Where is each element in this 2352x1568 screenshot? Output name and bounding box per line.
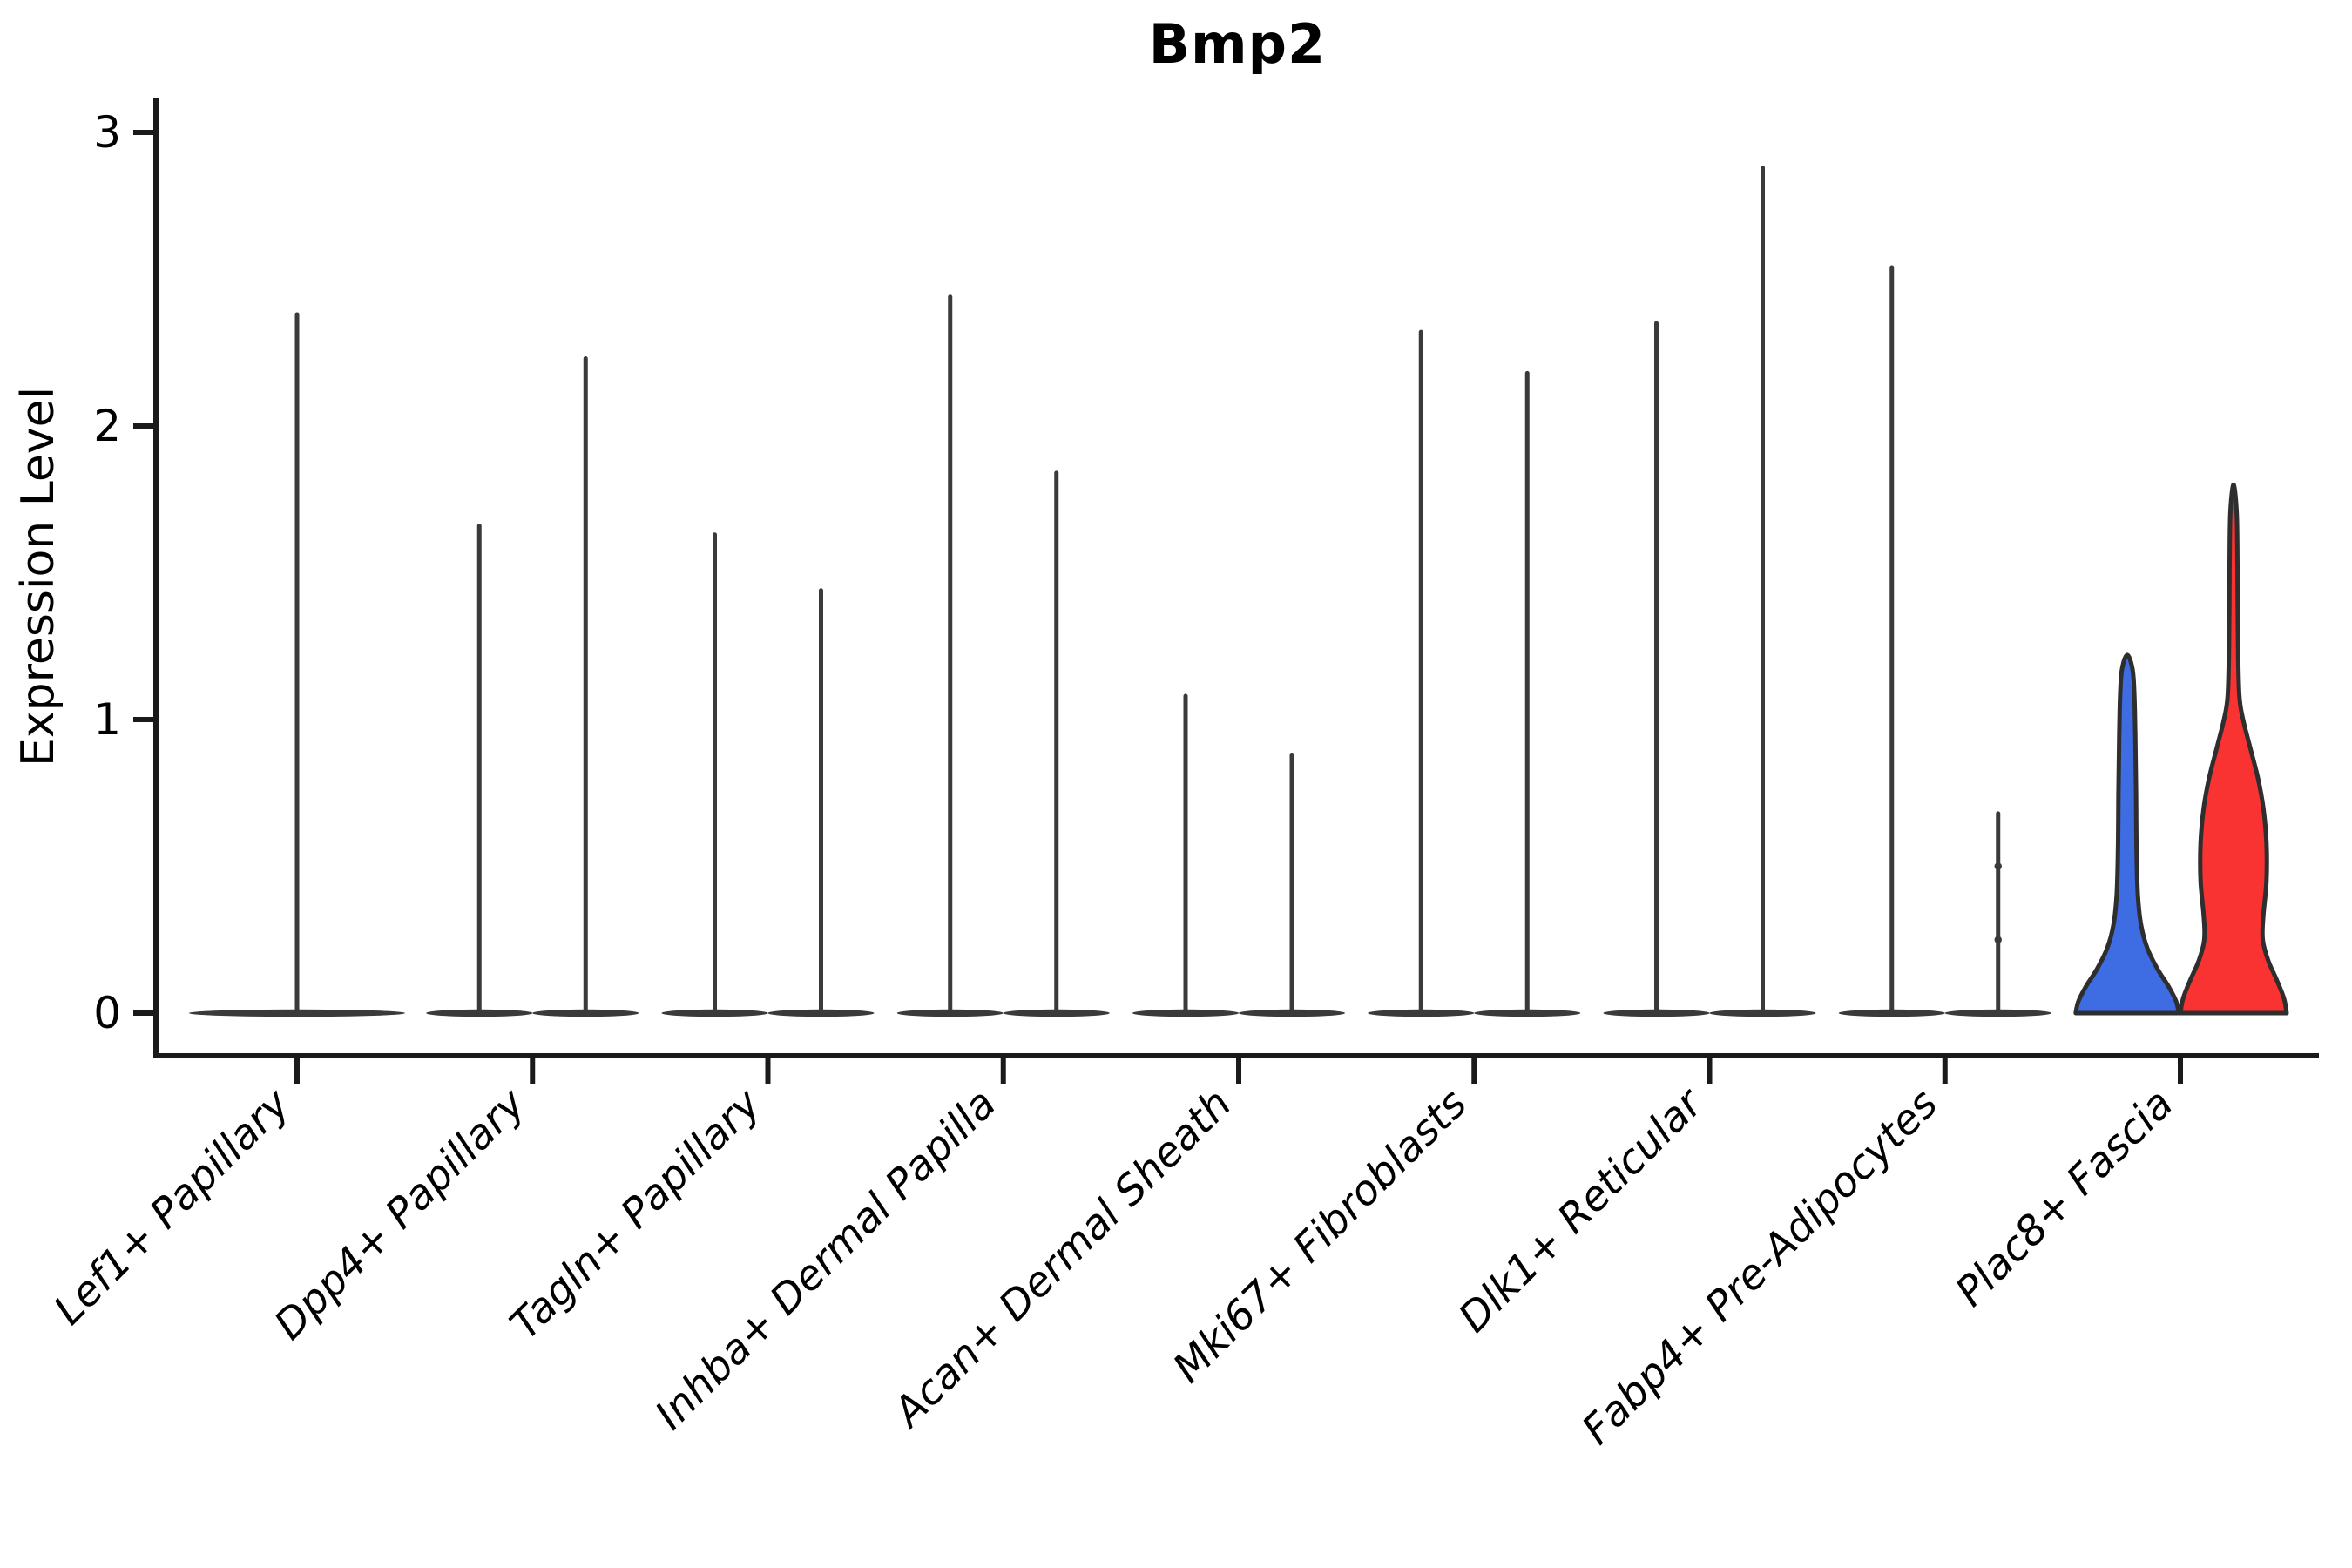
violin-shape [2073,652,2181,1016]
y-axis-label: Expression Level [12,386,64,767]
x-tick-label: Plac8+ Fascia [1946,1080,2182,1316]
y-tick-label: 0 [93,988,121,1038]
y-tick-label: 2 [93,401,121,451]
x-tick-label: Dlk1+ Reticular [1450,1078,1713,1342]
y-tick-label: 3 [93,107,121,158]
violin-data-dot [1994,862,2002,870]
violin-data-dot [1994,936,2002,943]
x-tick-label: Lef1+ Papillary [44,1079,300,1335]
y-tick-label: 1 [93,694,121,745]
chart-title: Bmp2 [1148,12,1327,76]
violin-shape [2178,482,2289,1016]
x-tick-label: Tagln+ Papillary [501,1079,771,1349]
x-tick-label: Dpp4+ Papillary [266,1079,536,1349]
